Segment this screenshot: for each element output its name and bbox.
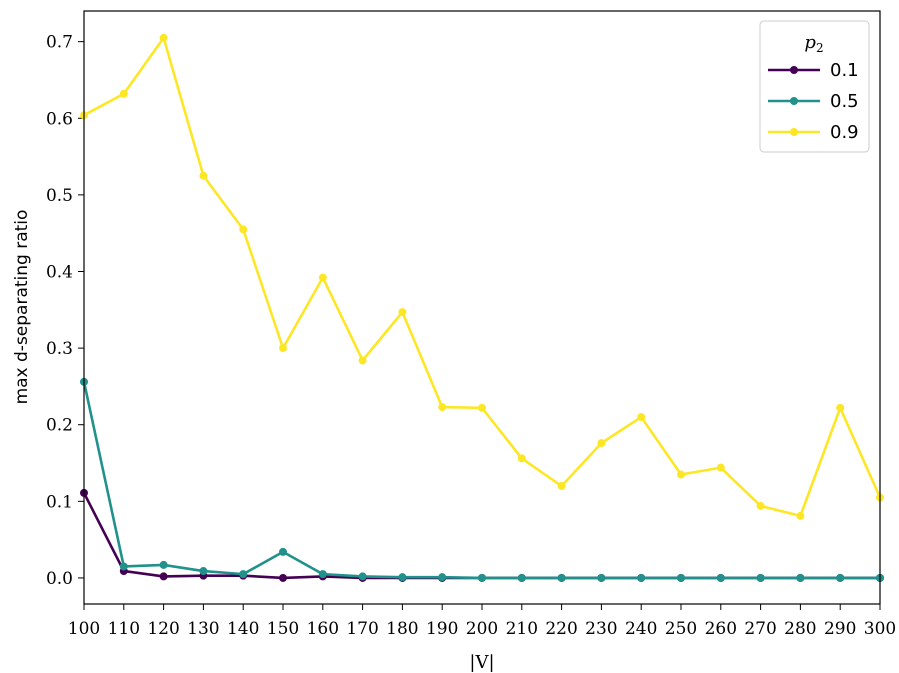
data-point — [159, 560, 168, 569]
data-point — [716, 573, 725, 582]
data-point — [199, 171, 208, 180]
data-point — [677, 573, 685, 582]
y-tick-label: 0.4 — [46, 262, 73, 282]
x-tick-label: 170 — [346, 619, 378, 639]
legend-title: p2 — [804, 32, 823, 55]
x-tick-label: 220 — [545, 619, 577, 639]
data-point — [597, 573, 606, 582]
data-point — [756, 501, 765, 510]
data-point — [438, 573, 447, 582]
x-tick-label: 120 — [147, 619, 179, 639]
x-tick-label: 110 — [108, 619, 140, 639]
x-tick-label: 180 — [386, 619, 418, 639]
x-tick-label: 190 — [426, 619, 458, 639]
legend-title-subscript: 2 — [816, 41, 824, 55]
data-point — [637, 573, 646, 582]
legend-swatch-marker — [790, 66, 798, 74]
data-point — [637, 413, 646, 422]
y-tick-label: 0.2 — [46, 416, 73, 436]
x-tick-label: 210 — [506, 619, 538, 639]
data-point — [239, 570, 248, 579]
y-tick-label: 0.1 — [46, 492, 73, 512]
x-tick-label: 290 — [824, 619, 856, 639]
legend-title-var: p — [804, 32, 816, 53]
x-tick-label: 250 — [665, 619, 697, 639]
data-point — [557, 573, 566, 582]
legend-swatch-marker — [790, 97, 798, 105]
data-point — [318, 273, 327, 282]
data-point — [756, 573, 765, 582]
y-tick-label: 0.6 — [46, 109, 73, 129]
x-tick-label: 280 — [784, 619, 816, 639]
x-tick-label: 150 — [267, 619, 299, 639]
data-point — [716, 463, 725, 472]
data-point — [358, 356, 367, 365]
data-point — [279, 573, 287, 582]
x-tick-label: 140 — [227, 619, 259, 639]
series-layer — [80, 33, 884, 582]
x-tick-label: 130 — [187, 619, 219, 639]
data-point — [279, 344, 287, 353]
x-tick-label: 300 — [864, 619, 896, 639]
data-point — [398, 308, 407, 317]
plot-frame — [83, 10, 881, 605]
data-point — [517, 573, 526, 582]
y-tick-label: 0.7 — [46, 33, 73, 53]
x-tick-label: 230 — [585, 619, 617, 639]
data-point — [796, 573, 805, 582]
data-point — [119, 562, 128, 571]
legend-label: 0.9 — [830, 122, 859, 143]
x-tick-label: 260 — [705, 619, 737, 639]
data-point — [557, 482, 566, 491]
data-point — [478, 403, 486, 412]
data-point — [796, 511, 805, 520]
y-tick-label: 0.3 — [46, 339, 73, 359]
data-point — [199, 567, 208, 576]
series-0.9 — [80, 33, 884, 520]
x-axis-label: |V| — [469, 652, 494, 673]
legend-label: 0.5 — [830, 91, 859, 112]
data-point — [836, 573, 845, 582]
series-0.5 — [80, 377, 884, 582]
data-point — [159, 33, 168, 42]
data-point — [159, 572, 168, 581]
data-point — [398, 573, 407, 582]
legend-entries: 0.1 0.5 0.9 — [768, 60, 859, 143]
data-point — [517, 454, 526, 463]
axis-ticks: 100 110 120 130 140 150 160 170 180 190 200 210 220 2… — [46, 33, 896, 639]
y-tick-label: 0.0 — [46, 569, 73, 589]
y-tick-label: 0.5 — [46, 186, 73, 206]
data-point — [279, 547, 287, 556]
legend-box — [759, 20, 870, 153]
data-point — [239, 225, 248, 234]
legend: p2 0.1 0.5 0.9 — [759, 20, 870, 153]
data-point — [597, 439, 606, 448]
data-point — [119, 89, 128, 98]
x-tick-label: 100 — [68, 619, 100, 639]
x-tick-label: 270 — [744, 619, 776, 639]
x-tick-label: 160 — [307, 619, 339, 639]
data-point — [318, 570, 327, 579]
data-point — [358, 572, 367, 581]
x-tick-label: 200 — [466, 619, 498, 639]
data-point — [478, 573, 486, 582]
data-point — [836, 403, 845, 412]
y-axis-label: max d-separating ratio — [12, 210, 32, 405]
series-0.1 — [80, 488, 884, 582]
legend-label: 0.1 — [830, 60, 859, 81]
legend-swatch-marker — [790, 128, 798, 136]
data-point — [677, 470, 685, 479]
x-tick-label: 240 — [625, 619, 657, 639]
data-point — [438, 403, 447, 412]
